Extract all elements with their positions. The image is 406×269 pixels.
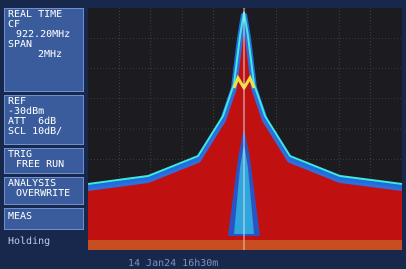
value: SCL 10dB/ bbox=[8, 127, 80, 137]
timestamp: 14 Jan24 16h30m bbox=[128, 258, 218, 269]
value: FREE RUN bbox=[8, 160, 80, 170]
label: MEAS bbox=[8, 212, 80, 222]
spectrum-display bbox=[88, 8, 402, 250]
analysis-section: ANALYSIS OVERWRITE bbox=[4, 177, 84, 205]
value: 2MHz bbox=[8, 50, 80, 60]
trig-section: TRIG FREE RUN bbox=[4, 148, 84, 174]
realtime-section: REAL TIME CF 922.20MHz SPAN 2MHz bbox=[4, 8, 84, 92]
ref-section: REF -30dBm ATT 6dB SCL 10dB/ bbox=[4, 95, 84, 145]
status-text: Holding bbox=[8, 236, 50, 247]
noise-floor bbox=[88, 240, 402, 250]
value: OVERWRITE bbox=[8, 189, 80, 199]
analyzer-screen: REAL TIME CF 922.20MHz SPAN 2MHz REF -30… bbox=[0, 0, 406, 267]
meas-section: MEAS bbox=[4, 208, 84, 230]
